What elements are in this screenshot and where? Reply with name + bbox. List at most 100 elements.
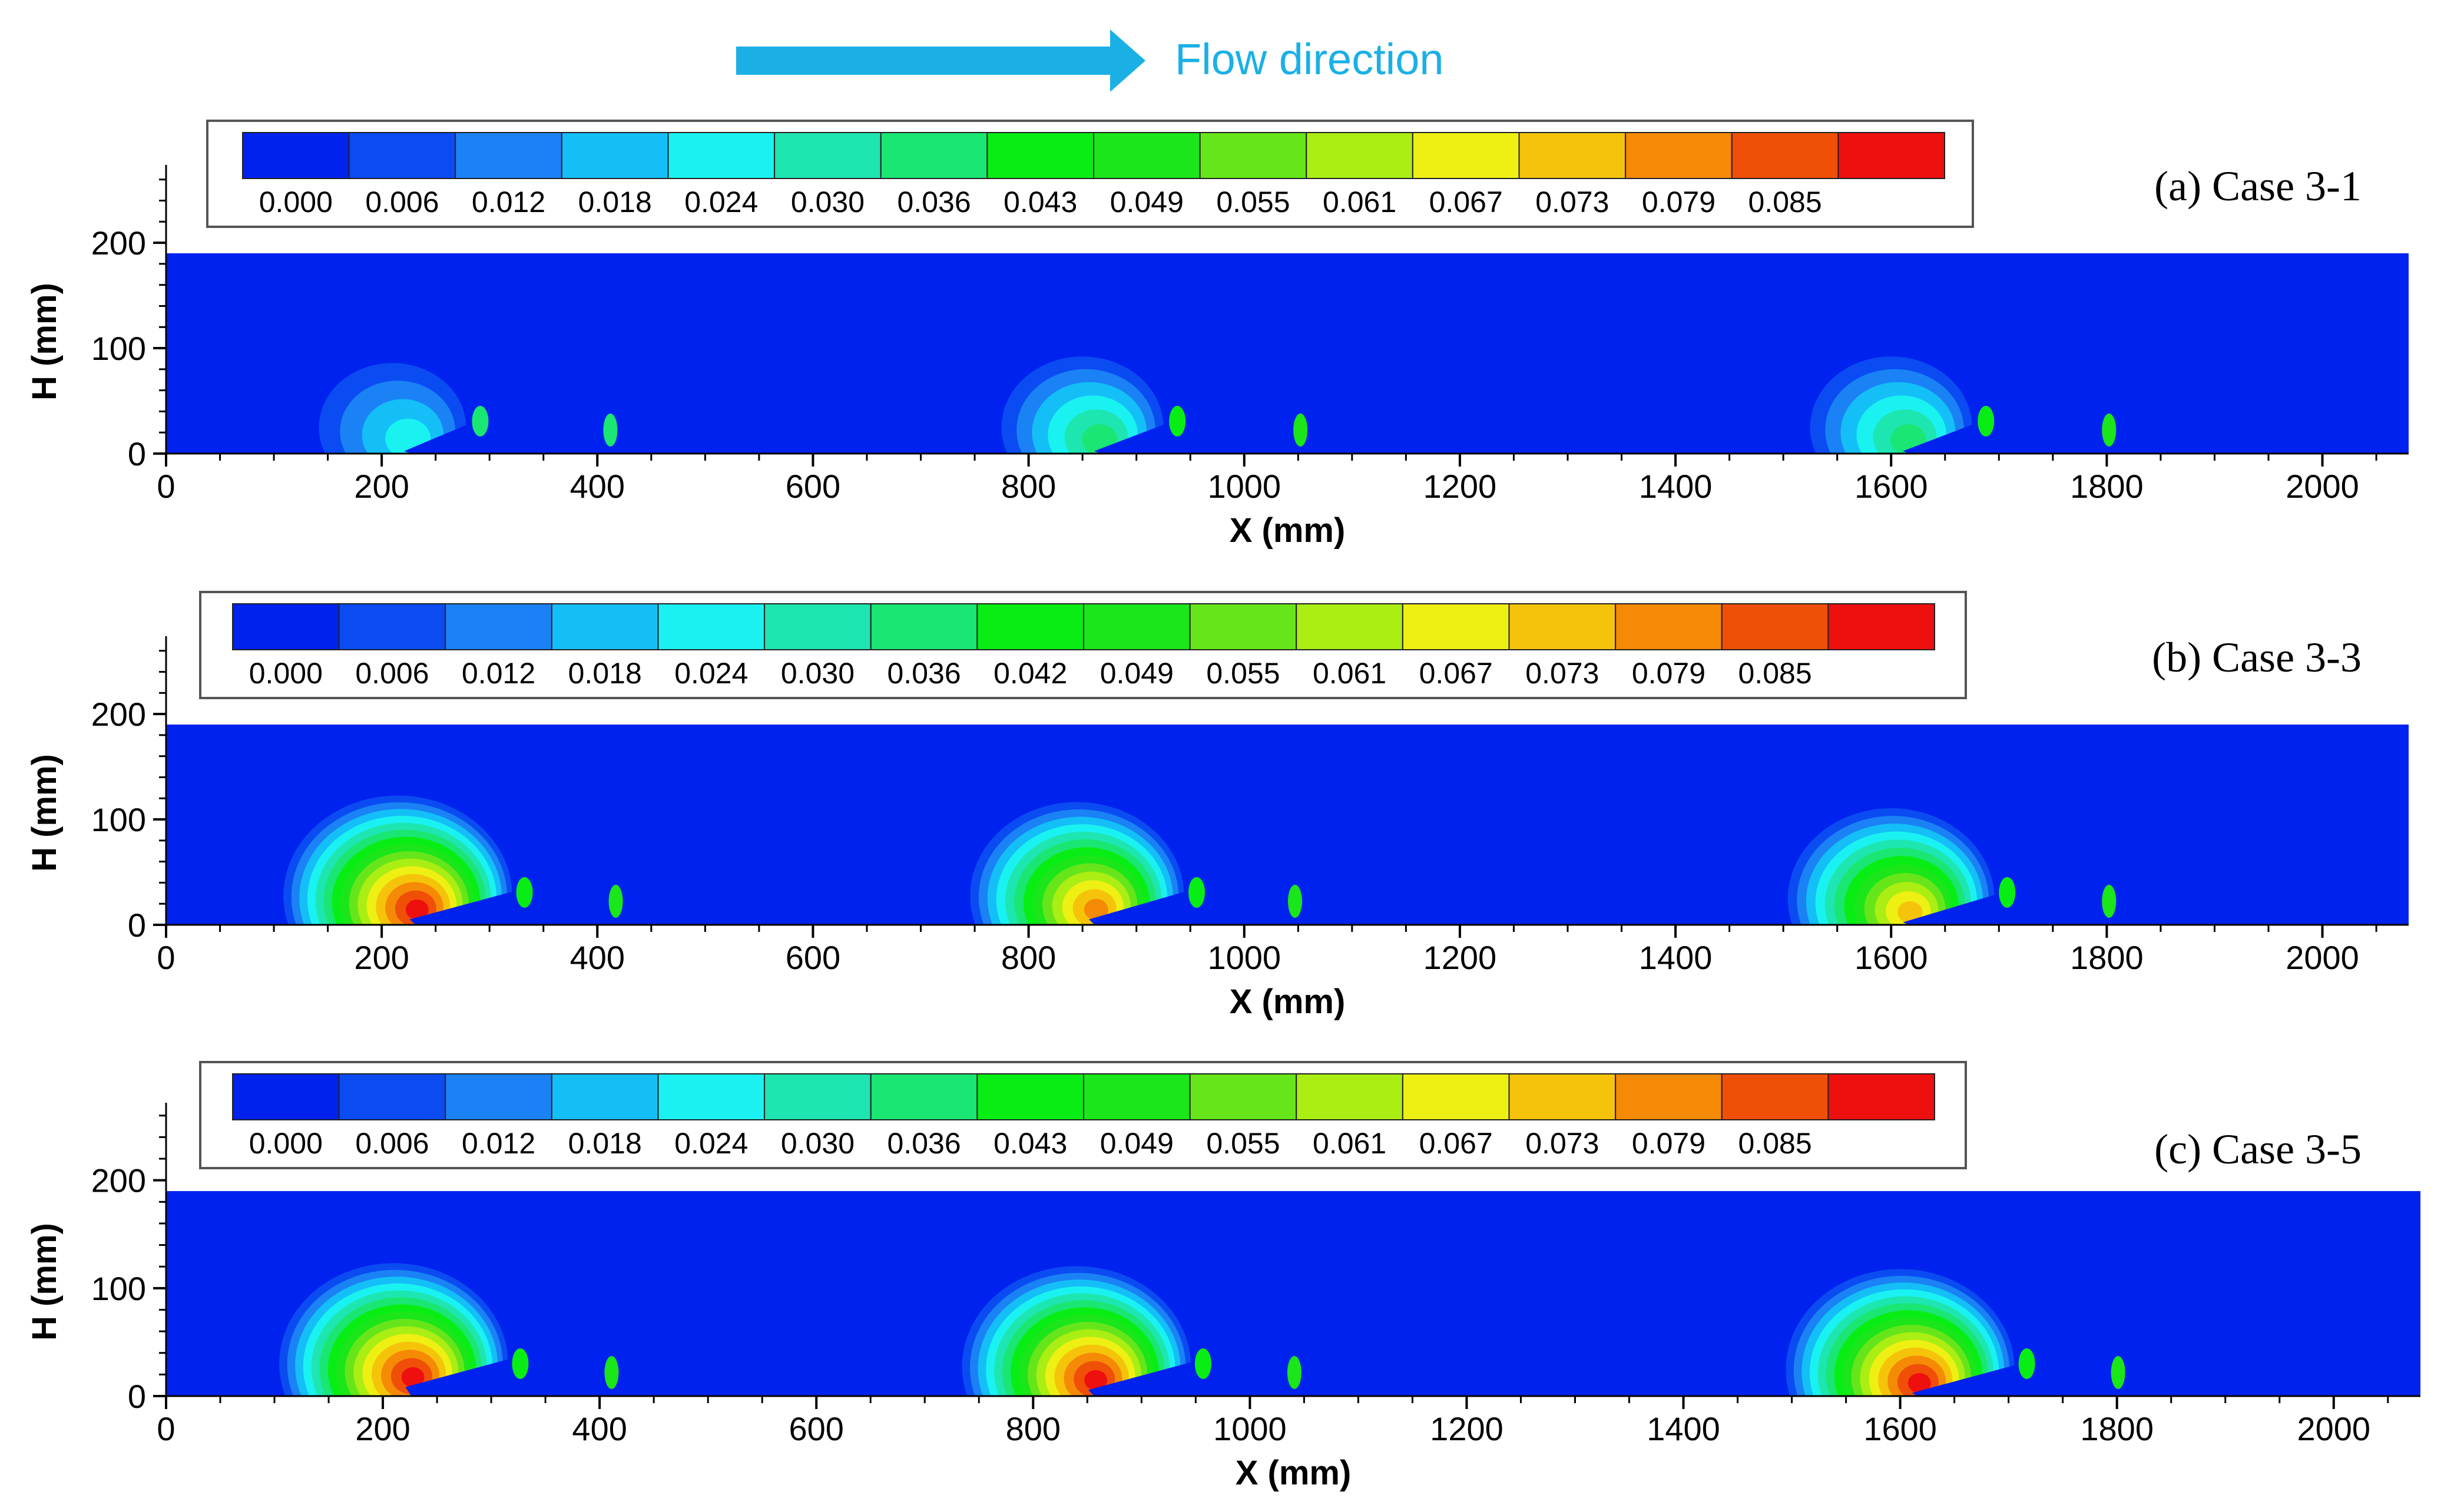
colorbar-tick-label: 0.067 [1429, 186, 1503, 219]
colorbar-swatch [551, 1073, 659, 1120]
x-tick-label: 600 [786, 939, 840, 976]
colorbar-swatch [1296, 603, 1403, 650]
plume-contour [1084, 1370, 1108, 1390]
concentration-field [166, 725, 2409, 925]
colorbar-tick-label: 0.055 [1206, 657, 1280, 690]
colorbar-swatch [1837, 132, 1945, 179]
colorbar-tick-label: 0.085 [1738, 1127, 1812, 1160]
concentration-field [166, 253, 2409, 454]
x-tick-label: 1200 [1423, 468, 1497, 505]
colorbar-swatch [870, 1073, 978, 1120]
panel-1: 0.000 0.006 0.012 0.018 0.024 0.030 0.036 0.043… [25, 120, 2409, 550]
case-label: (c) Case 3-5 [2154, 1126, 2362, 1173]
colorbar-swatch [657, 1073, 766, 1120]
colorbar-swatch [774, 132, 882, 179]
colorbar: 0.000 0.006 0.012 0.018 0.024 0.030 0.036 0.043… [206, 120, 1974, 228]
x-tick-label: 2000 [2286, 468, 2359, 505]
colorbar-swatch [1508, 603, 1617, 650]
x-tick-label: 1600 [1863, 1410, 1937, 1447]
plume-fragment [1287, 1356, 1301, 1389]
x-tick-label: 2000 [2286, 939, 2359, 976]
plume-wake-cutout [409, 889, 531, 925]
x-tick-label: 1800 [2080, 1410, 2154, 1447]
colorbar-tick-label: 0.085 [1738, 657, 1812, 690]
flow-arrow-shaft [736, 47, 1113, 75]
flow-direction-label: Flow direction [1175, 35, 1444, 84]
x-tick-label: 200 [354, 468, 409, 505]
colorbar-swatch [445, 1073, 552, 1120]
colorbar-tick-label: 0.079 [1632, 1127, 1705, 1160]
x-tick-label: 1200 [1423, 939, 1497, 976]
y-tick-label: 0 [128, 435, 146, 472]
y-tick-label: 0 [128, 907, 146, 944]
colorbar-tick-label: 0.061 [1313, 657, 1386, 690]
colorbar-swatch [551, 603, 659, 650]
colorbar-swatch [1827, 1073, 1935, 1120]
x-tick-label: 0 [157, 939, 175, 976]
colorbar-tick-label: 0.030 [781, 1127, 855, 1160]
colorbar-swatch [1615, 1073, 1723, 1120]
colorbar-swatch [976, 603, 1084, 650]
x-tick-label: 600 [786, 468, 840, 505]
colorbar-tick-label: 0.036 [887, 1127, 961, 1160]
plume-fragment [2102, 885, 2117, 918]
colorbar-swatch [1083, 1073, 1191, 1120]
y-axis-title: H (mm) [25, 1223, 64, 1341]
colorbar-swatch [1518, 132, 1627, 179]
plume-contour [1907, 1373, 1931, 1394]
colorbar-tick-label: 0.036 [887, 657, 961, 690]
y-tick-label: 100 [91, 801, 146, 838]
plume-wake-cutout [1903, 421, 1992, 454]
x-tick-label: 1000 [1207, 468, 1281, 505]
colorbar-swatch [880, 132, 988, 179]
plume-fragment [1293, 414, 1308, 447]
flow-arrow-icon [1110, 29, 1145, 92]
colorbar-tick-label: 0.067 [1419, 1127, 1493, 1160]
colorbar-swatch [1827, 603, 1935, 650]
plume-fragment [1194, 1348, 1211, 1379]
colorbar-tick-label: 0.073 [1525, 657, 1599, 690]
plume-wake-cutout [1088, 1360, 1209, 1396]
colorbar-swatch [1615, 603, 1723, 650]
x-tick-label: 1000 [1213, 1410, 1287, 1447]
plume-contour [405, 899, 429, 920]
colorbar-swatch [1508, 1073, 1617, 1120]
y-tick-label: 100 [91, 1270, 146, 1307]
plume-fragment [516, 877, 533, 908]
plume-contour [401, 1367, 425, 1387]
y-tick-label: 200 [91, 1162, 146, 1199]
colorbar-swatch [338, 603, 446, 650]
colorbar-tick-label: 0.030 [791, 186, 865, 219]
colorbar-tick-label: 0.061 [1323, 186, 1396, 219]
y-axis-title: H (mm) [25, 754, 64, 872]
plume-fragment [2111, 1356, 2125, 1389]
colorbar-swatch [1306, 132, 1413, 179]
colorbar-swatch [1721, 1073, 1829, 1120]
colorbar-tick-label: 0.073 [1525, 1127, 1599, 1160]
colorbar-tick-label: 0.043 [1004, 186, 1077, 219]
case-label: (a) Case 3-1 [2154, 163, 2362, 210]
colorbar-swatch [986, 132, 1094, 179]
colorbar-swatch [764, 1073, 872, 1120]
x-tick-label: 1800 [2070, 468, 2144, 505]
colorbar-tick-label: 0.006 [355, 1127, 429, 1160]
colorbar-tick-label: 0.085 [1748, 186, 1822, 219]
colorbar-swatch [1083, 603, 1191, 650]
x-axis-title: X (mm) [1230, 983, 1346, 1021]
x-axis-title: X (mm) [1236, 1454, 1352, 1492]
y-tick-label: 200 [91, 224, 146, 262]
plume [279, 1263, 526, 1396]
colorbar-swatch [870, 603, 978, 650]
colorbar: 0.000 0.006 0.012 0.018 0.024 0.030 0.036 0.042… [199, 591, 1967, 699]
colorbar-swatch [667, 132, 776, 179]
plume-wake-cutout [1912, 1363, 2033, 1396]
x-axis-title: X (mm) [1230, 511, 1346, 550]
plume [1810, 356, 1992, 454]
plume [1786, 1269, 2033, 1396]
colorbar-swatch [657, 603, 766, 650]
plume-fragment [2102, 414, 2117, 447]
panel-3: 0.000 0.006 0.012 0.018 0.024 0.030 0.036 0.043… [25, 1061, 2420, 1492]
plume-fragment [1978, 406, 1995, 436]
colorbar-swatch [1412, 132, 1520, 179]
